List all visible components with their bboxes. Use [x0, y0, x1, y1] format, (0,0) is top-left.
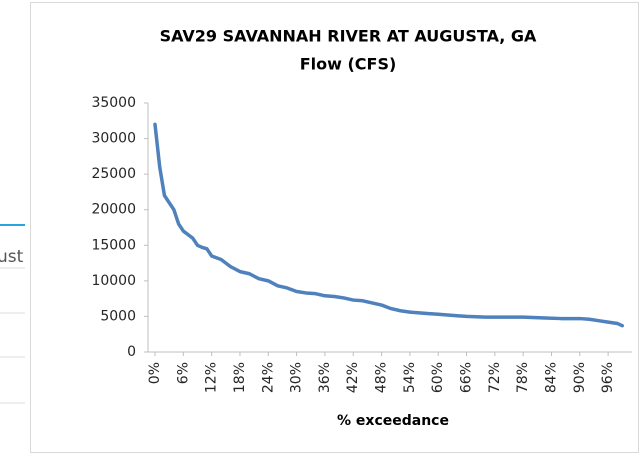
- x-tick-label: 78%: [515, 362, 531, 393]
- y-tick-label: 15000: [91, 237, 136, 253]
- y-tick-label: 0: [127, 344, 136, 360]
- x-tick-label: 90%: [572, 362, 588, 393]
- x-tick-label: 36%: [317, 362, 333, 393]
- x-tick-label: 66%: [459, 362, 475, 393]
- y-tick-label: 30000: [91, 131, 136, 147]
- chart-title: SAV29 SAVANNAH RIVER AT AUGUSTA, GA: [160, 27, 537, 46]
- x-tick-label: 24%: [260, 362, 276, 393]
- chart-subtitle: Flow (CFS): [300, 55, 397, 74]
- x-tick-label: 6%: [175, 362, 191, 384]
- y-tick-label: 25000: [91, 166, 136, 182]
- y-tick-label: 35000: [91, 95, 136, 111]
- x-tick-label: 18%: [232, 362, 248, 393]
- x-axis-label: % exceedance: [337, 413, 449, 429]
- y-tick-label: 5000: [100, 308, 136, 324]
- x-tick-label: 96%: [600, 362, 616, 393]
- chart-frame: [30, 2, 639, 453]
- x-tick-label: 48%: [374, 362, 390, 393]
- x-tick-label: 84%: [543, 362, 559, 393]
- x-tick-label: 72%: [487, 362, 503, 393]
- x-tick-label: 60%: [430, 362, 446, 393]
- x-tick-label: 42%: [345, 362, 361, 393]
- x-tick-label: 54%: [402, 362, 418, 393]
- x-tick-label: 12%: [204, 362, 220, 393]
- y-tick-label: 20000: [91, 202, 136, 218]
- x-tick-label: 30%: [289, 362, 305, 393]
- y-tick-label: 10000: [91, 273, 136, 289]
- sidebar-text: ust: [0, 247, 24, 267]
- x-tick-label: 0%: [147, 362, 163, 384]
- flow-line: [153, 122, 625, 328]
